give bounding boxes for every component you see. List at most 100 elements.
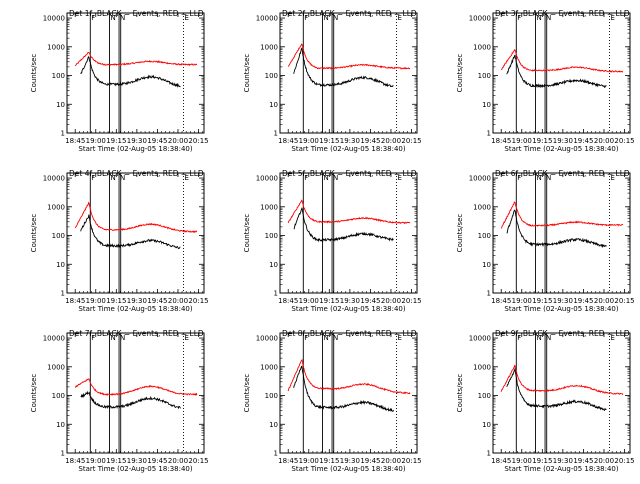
marker-label: N — [536, 334, 541, 342]
series-line-lld — [74, 378, 198, 396]
x-tick-label: 20:15 — [188, 137, 208, 145]
x-tick-label: 19:15 — [532, 137, 552, 145]
x-tick-label: 19:30 — [553, 137, 573, 145]
x-tick-label: 20:15 — [401, 297, 421, 305]
marker-label: F — [517, 174, 521, 182]
y-tick-label: 10 — [269, 261, 278, 269]
y-axis-label: Counts/sec — [456, 214, 464, 253]
x-tick-label: 19:45 — [147, 457, 167, 465]
y-tick-label: 1 — [274, 130, 278, 138]
y-axis-label: Counts/sec — [243, 214, 251, 253]
x-tick-label: 20:15 — [614, 297, 634, 305]
x-tick-label: 18:45 — [491, 457, 511, 465]
y-tick-label: 10000 — [43, 175, 65, 183]
x-tick-label: 19:15 — [106, 137, 126, 145]
x-tick-label: 20:00 — [168, 457, 188, 465]
detector-panel-5: Det 5f, BLACK = Events, RED = LLD 1 10 100 1… — [243, 169, 422, 313]
detector-panel-2: Det 2f, BLACK = Events, RED = LLD 1 10 100 1… — [243, 9, 422, 153]
plot-frame — [279, 332, 418, 454]
series-line-lld — [500, 49, 623, 73]
panel-title: Det 6f, BLACK = Events, RED = LLD — [495, 169, 630, 178]
x-tick-label: 19:30 — [340, 457, 360, 465]
marker-label: E — [397, 174, 401, 182]
y-tick-label: 10000 — [43, 15, 65, 23]
y-axis-label: Counts/sec — [456, 374, 464, 413]
x-tick-label: 19:30 — [340, 297, 360, 305]
y-tick-label: 10 — [269, 101, 278, 109]
marker-label: F — [91, 174, 95, 182]
y-axis-label: Counts/sec — [30, 54, 38, 93]
x-tick-label: 19:00 — [86, 137, 106, 145]
x-tick-label: 19:15 — [319, 457, 339, 465]
marker-label: N — [323, 174, 328, 182]
marker-label: N — [323, 334, 328, 342]
marker-label: F — [517, 14, 521, 22]
series-line-events — [506, 367, 607, 412]
x-axis-label: Start Time (02-Aug-05 18:38:40) — [291, 145, 405, 153]
y-tick-label: 10000 — [469, 15, 491, 23]
marker-label: N — [120, 334, 125, 342]
x-tick-label: 20:00 — [168, 137, 188, 145]
y-tick-label: 1000 — [260, 363, 278, 371]
plot-frame — [279, 172, 418, 294]
x-tick-label: 19:00 — [299, 297, 319, 305]
marker-label: E — [610, 334, 614, 342]
y-tick-label: 10000 — [256, 15, 278, 23]
plot-frame — [66, 332, 205, 454]
x-tick-label: 20:15 — [614, 137, 634, 145]
x-tick-label: 19:30 — [127, 137, 147, 145]
x-tick-label: 20:00 — [381, 457, 401, 465]
series-line-events — [293, 47, 394, 88]
x-tick-label: 19:15 — [106, 457, 126, 465]
y-tick-label: 1000 — [260, 203, 278, 211]
series-line-events — [293, 207, 394, 243]
y-tick-label: 100 — [478, 72, 491, 80]
y-tick-label: 100 — [478, 392, 491, 400]
y-tick-label: 100 — [265, 392, 278, 400]
series-line-events — [506, 209, 607, 249]
marker-label: N — [323, 14, 328, 22]
marker-label: E — [397, 334, 401, 342]
marker-label: N — [110, 174, 115, 182]
x-tick-label: 19:00 — [512, 457, 532, 465]
x-tick-label: 19:45 — [573, 297, 593, 305]
y-tick-label: 10 — [269, 421, 278, 429]
plot-frame — [492, 12, 631, 134]
x-tick-label: 19:45 — [360, 457, 380, 465]
series-line-events — [80, 390, 181, 410]
plot-frame — [279, 12, 418, 134]
x-tick-label: 19:00 — [299, 137, 319, 145]
panel-title: Det 5f, BLACK = Events, RED = LLD — [282, 169, 417, 178]
x-tick-label: 18:45 — [491, 297, 511, 305]
detector-panel-8: Det 8f, BLACK = Events, RED = LLD 1 10 100 1… — [243, 329, 422, 473]
panel-title: Det 3f, BLACK = Events, RED = LLD — [495, 9, 630, 18]
x-tick-label: 18:45 — [65, 137, 85, 145]
x-tick-label: 19:45 — [360, 137, 380, 145]
x-tick-label: 19:45 — [147, 297, 167, 305]
y-tick-label: 100 — [265, 232, 278, 240]
marker-label: N — [110, 334, 115, 342]
marker-label: N — [546, 334, 551, 342]
marker-label: F — [91, 14, 95, 22]
series-line-events — [80, 214, 181, 250]
x-axis-label: Start Time (02-Aug-05 18:38:40) — [504, 465, 618, 473]
marker-label: N — [536, 174, 541, 182]
x-tick-label: 18:45 — [278, 297, 298, 305]
y-tick-label: 1000 — [260, 43, 278, 51]
x-tick-label: 20:15 — [188, 297, 208, 305]
marker-label: N — [110, 14, 115, 22]
y-tick-label: 1 — [274, 290, 278, 298]
plot-frame — [492, 172, 631, 294]
marker-label: E — [184, 174, 188, 182]
x-tick-label: 20:00 — [594, 297, 614, 305]
y-tick-label: 1000 — [473, 363, 491, 371]
y-tick-label: 100 — [52, 392, 65, 400]
y-axis-label: Counts/sec — [456, 54, 464, 93]
x-tick-label: 19:30 — [553, 297, 573, 305]
x-tick-label: 19:15 — [319, 297, 339, 305]
y-axis-label: Counts/sec — [30, 374, 38, 413]
y-axis-label: Counts/sec — [243, 54, 251, 93]
series-line-lld — [287, 199, 411, 225]
